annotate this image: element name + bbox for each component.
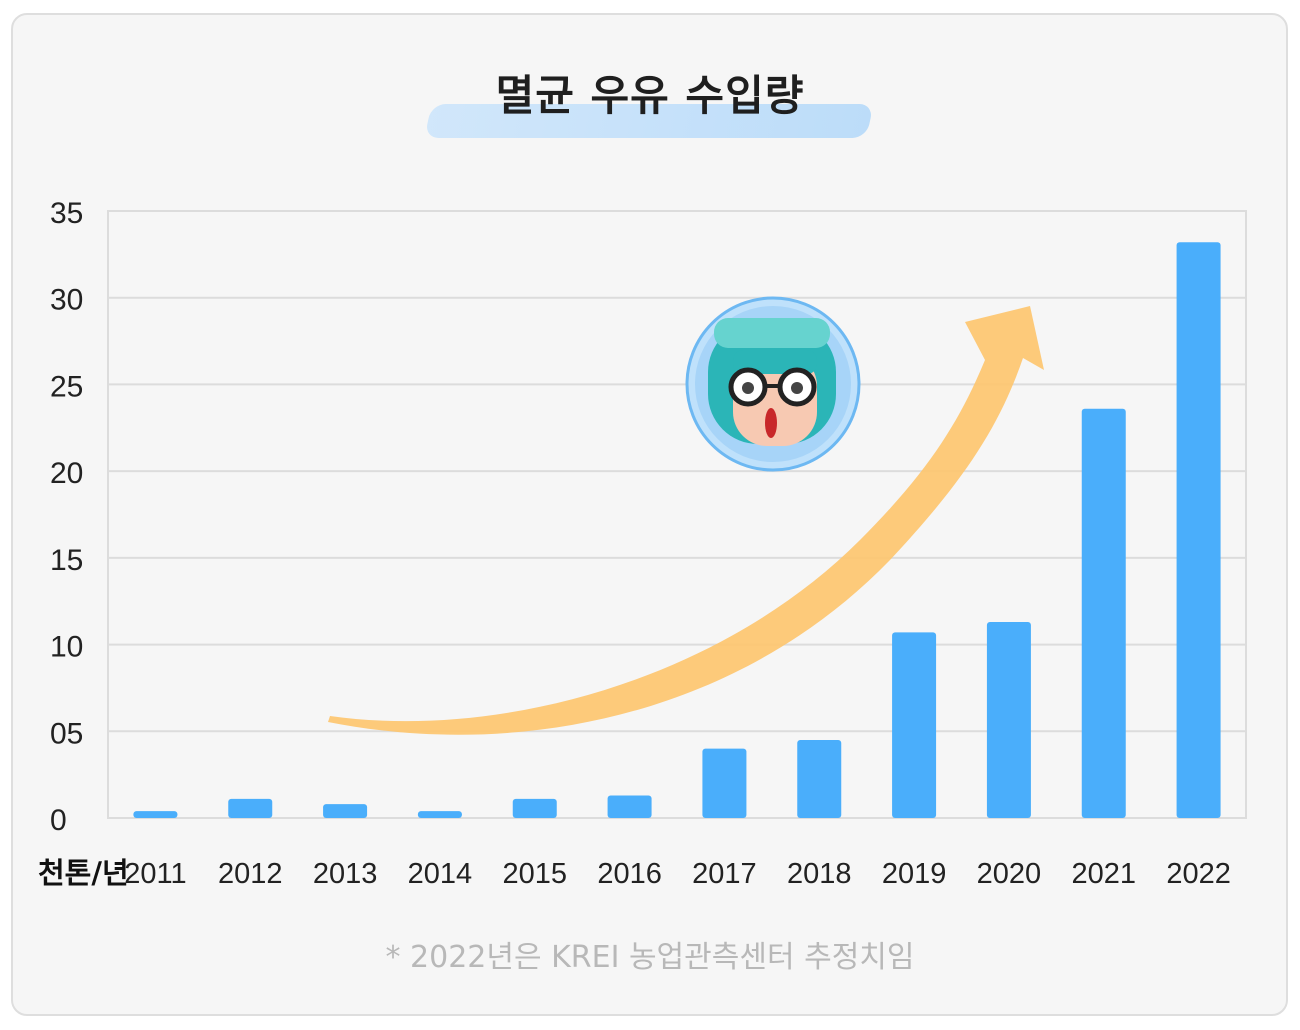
x-tick-label: 2021 (1071, 858, 1136, 890)
bar-2016 (607, 795, 652, 818)
bar-2011 (133, 811, 178, 818)
bar-2021 (1081, 408, 1126, 818)
bar-2013 (323, 804, 368, 818)
x-tick-label: 2012 (218, 858, 283, 890)
y-tick-label: 30 (50, 284, 83, 317)
y-tick-label: 20 (50, 457, 83, 490)
y-tick-label: 10 (50, 631, 83, 664)
y-tick-label: 0 (50, 804, 67, 837)
x-tick-label: 2020 (977, 858, 1042, 890)
bar-2018 (797, 739, 842, 818)
chart-title: 멸균 우유 수입량 (495, 71, 805, 120)
footnote: * 2022년은 KREI 농업관측센터 추정치임 (385, 940, 915, 975)
character-face-icon (685, 296, 861, 472)
bar-2014 (417, 811, 462, 818)
x-tick-label: 2011 (124, 858, 186, 890)
trend-arrow-body (328, 306, 1044, 735)
title-container: 멸균 우유 수입량 (0, 62, 1300, 123)
bar-2019 (892, 632, 937, 818)
unit-label: 천톤/년 (38, 856, 129, 890)
grid-layer (107, 210, 1247, 819)
plot-frame (107, 210, 1247, 819)
y-tick-label: 35 (50, 197, 83, 230)
bar-2017 (702, 748, 747, 818)
bars-layer (133, 242, 1221, 818)
x-tick-label: 2017 (692, 858, 757, 890)
trend-arrow (328, 306, 1044, 735)
x-tick-label: 2022 (1166, 858, 1231, 890)
x-tick-label: 2014 (408, 858, 473, 890)
y-tick-label: 05 (50, 717, 83, 750)
bar-2020 (986, 622, 1031, 818)
chart-card (11, 13, 1288, 1016)
bar-2015 (512, 798, 557, 818)
x-tick-label: 2018 (787, 858, 852, 890)
y-tick-label: 15 (50, 544, 83, 577)
bar-2012 (228, 798, 273, 818)
x-tick-label: 2015 (502, 858, 567, 890)
x-tick-label: 2019 (882, 858, 947, 890)
x-tick-label: 2016 (597, 858, 662, 890)
bar-2022 (1176, 242, 1221, 818)
y-tick-label: 25 (50, 370, 83, 403)
x-tick-label: 2013 (313, 858, 378, 890)
labels-layer: 0 05 10 15 20 25 30 35 2011 2012 2013 2014 2015 2016 2… (38, 197, 1231, 890)
